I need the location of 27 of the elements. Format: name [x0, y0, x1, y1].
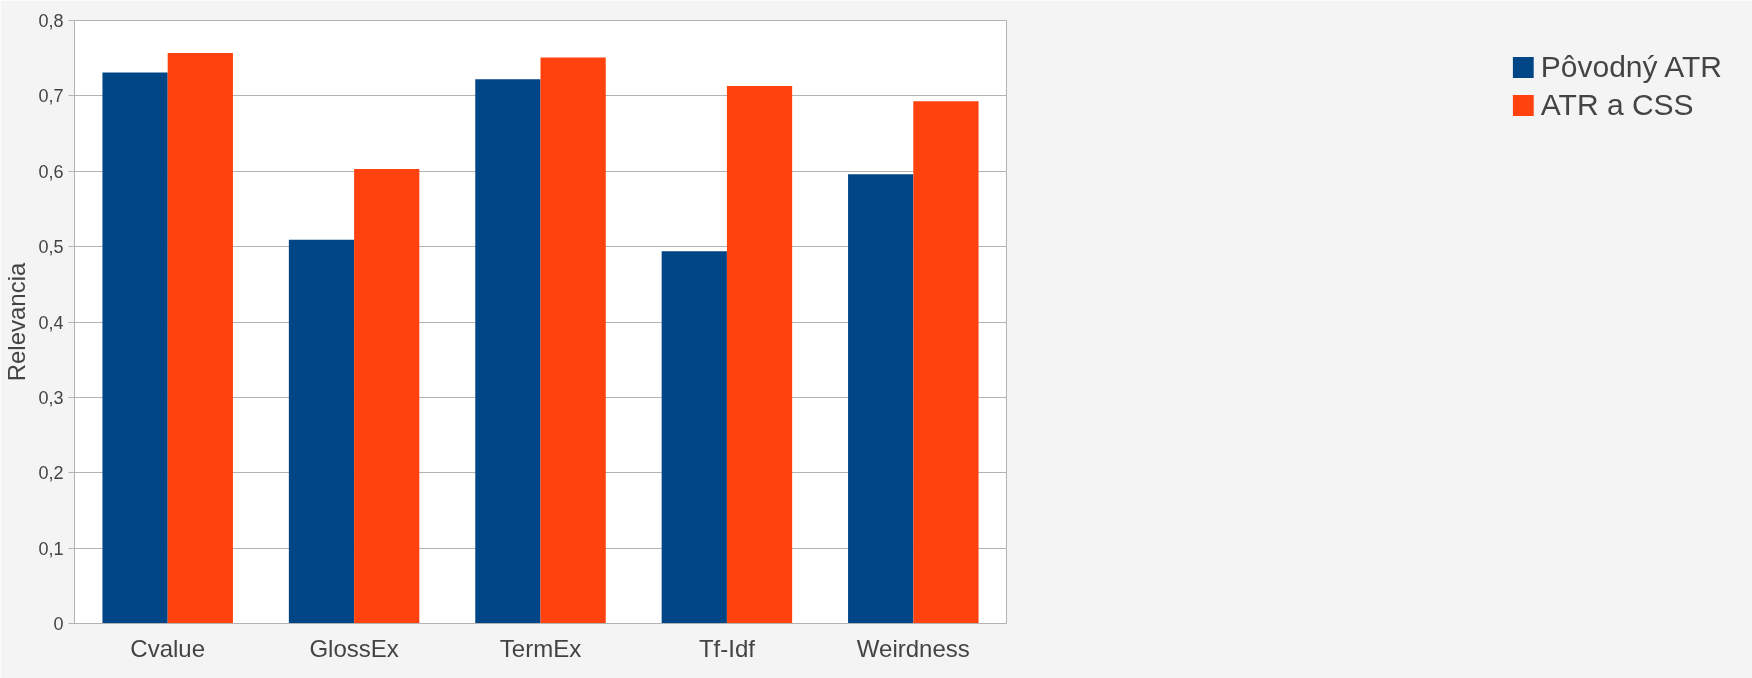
y-tick-label: 0,3 [38, 387, 64, 408]
y-tick-label: 0,8 [38, 11, 64, 31]
bar [102, 72, 168, 624]
y-tick-label: 0 [53, 614, 64, 634]
y-tick-label: 0,5 [38, 237, 64, 258]
bar [661, 251, 727, 624]
y-tick-label: 0,4 [38, 312, 64, 333]
bar [475, 79, 541, 624]
x-tick-label: TermEx [499, 634, 582, 662]
y-tick-label: 0,7 [38, 86, 64, 107]
bar [726, 86, 793, 624]
legend-label: Pôvodný ATR [1540, 50, 1722, 84]
x-tick-label: GlossEx [309, 634, 399, 662]
bar [913, 101, 979, 624]
y-axis-title: Relevancia [3, 261, 31, 382]
bar [540, 57, 606, 624]
bar [848, 174, 914, 624]
x-tick-label: Tf-Idf [698, 634, 756, 662]
legend-label: ATR a CSS [1540, 88, 1694, 122]
bar [167, 52, 233, 624]
y-tick-label: 0,6 [38, 161, 64, 182]
bar [354, 168, 420, 624]
y-tick-label: 0,1 [38, 538, 64, 559]
x-tick-label: Cvalue [130, 634, 206, 662]
y-tick-label: 0,2 [38, 463, 64, 484]
bar [288, 239, 355, 624]
x-tick-label: Weirdness [856, 634, 970, 662]
